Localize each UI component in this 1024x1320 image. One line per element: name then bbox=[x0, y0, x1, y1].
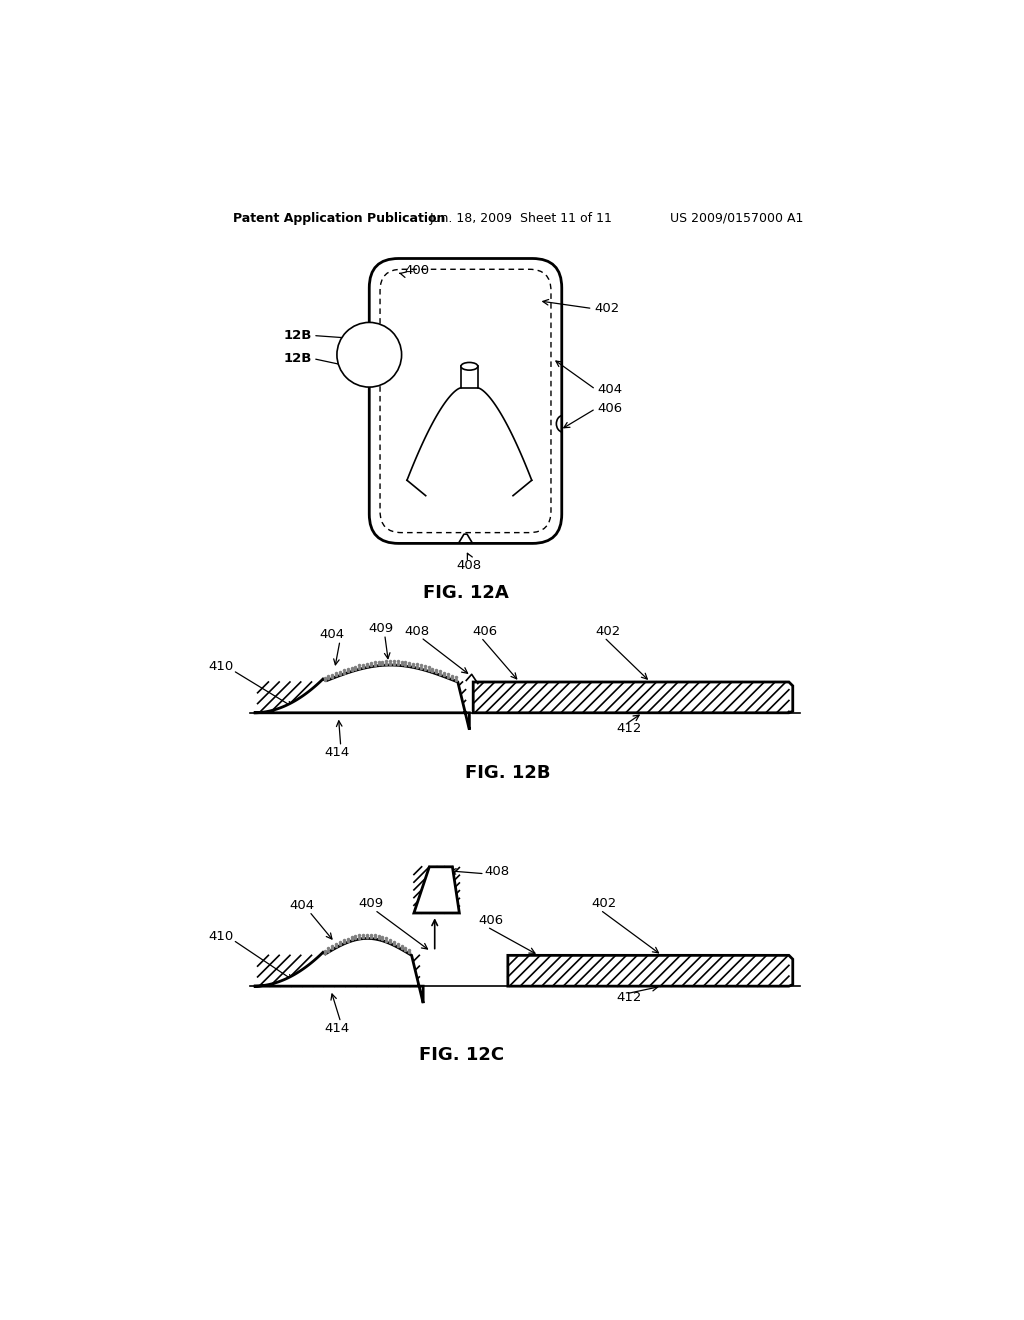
Text: Jun. 18, 2009  Sheet 11 of 11: Jun. 18, 2009 Sheet 11 of 11 bbox=[429, 213, 612, 224]
Polygon shape bbox=[414, 867, 460, 913]
Text: 406: 406 bbox=[472, 624, 498, 638]
FancyBboxPatch shape bbox=[370, 259, 562, 544]
Text: 409: 409 bbox=[369, 622, 393, 635]
Text: 408: 408 bbox=[404, 624, 429, 638]
Text: 414: 414 bbox=[325, 746, 349, 759]
Text: 406: 406 bbox=[597, 403, 623, 416]
Text: 402: 402 bbox=[592, 898, 616, 911]
Text: 412: 412 bbox=[616, 991, 642, 1005]
Circle shape bbox=[337, 322, 401, 387]
Bar bbox=[461, 367, 478, 388]
Text: 410: 410 bbox=[209, 660, 234, 673]
Text: 412: 412 bbox=[616, 722, 642, 735]
Text: FIG. 12B: FIG. 12B bbox=[465, 764, 551, 781]
Ellipse shape bbox=[461, 363, 478, 370]
Polygon shape bbox=[254, 665, 469, 730]
Text: 402: 402 bbox=[594, 302, 620, 315]
Text: 12B: 12B bbox=[283, 329, 311, 342]
Text: 408: 408 bbox=[484, 865, 510, 878]
Text: FIG. 12A: FIG. 12A bbox=[423, 585, 508, 602]
Polygon shape bbox=[508, 956, 793, 986]
Text: 414: 414 bbox=[325, 1022, 349, 1035]
Text: 404: 404 bbox=[319, 628, 345, 640]
Text: 404: 404 bbox=[289, 899, 314, 912]
Text: 409: 409 bbox=[358, 898, 383, 911]
Polygon shape bbox=[473, 682, 793, 713]
Text: 402: 402 bbox=[595, 624, 621, 638]
Text: 408: 408 bbox=[457, 558, 482, 572]
Text: US 2009/0157000 A1: US 2009/0157000 A1 bbox=[670, 213, 803, 224]
Text: 400: 400 bbox=[403, 264, 429, 277]
Text: Patent Application Publication: Patent Application Publication bbox=[233, 213, 445, 224]
Text: 12B: 12B bbox=[283, 352, 311, 366]
Polygon shape bbox=[254, 939, 423, 1003]
Text: 410: 410 bbox=[209, 929, 234, 942]
Text: 406: 406 bbox=[478, 915, 504, 927]
Text: 404: 404 bbox=[597, 383, 623, 396]
Text: FIG. 12C: FIG. 12C bbox=[419, 1047, 504, 1064]
